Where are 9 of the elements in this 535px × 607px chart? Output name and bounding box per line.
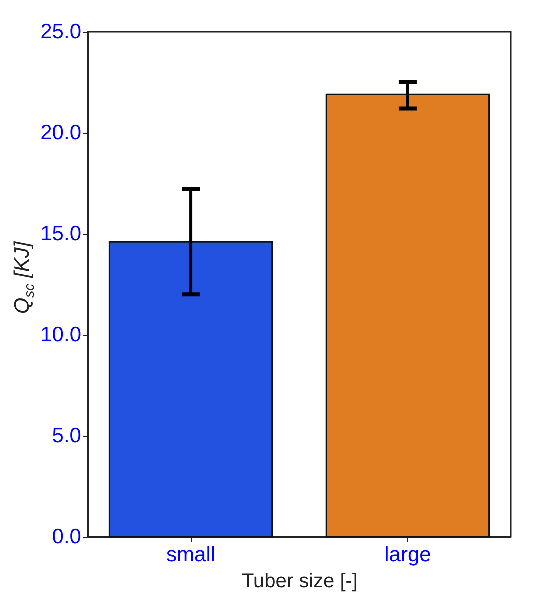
x-tick-label: small [166,544,216,566]
y-tick-label: 20.0 [40,122,82,144]
y-tick-label: 0.0 [52,526,82,548]
x-axis-title: Tuber size [-] [242,570,358,592]
y-tick-label: 25.0 [40,20,82,44]
x-tick-label: large [384,544,432,566]
y-tick-label: 15.0 [40,222,82,246]
y-tick-label: 5.0 [52,424,82,448]
y-tick-label: 10.0 [40,324,82,346]
